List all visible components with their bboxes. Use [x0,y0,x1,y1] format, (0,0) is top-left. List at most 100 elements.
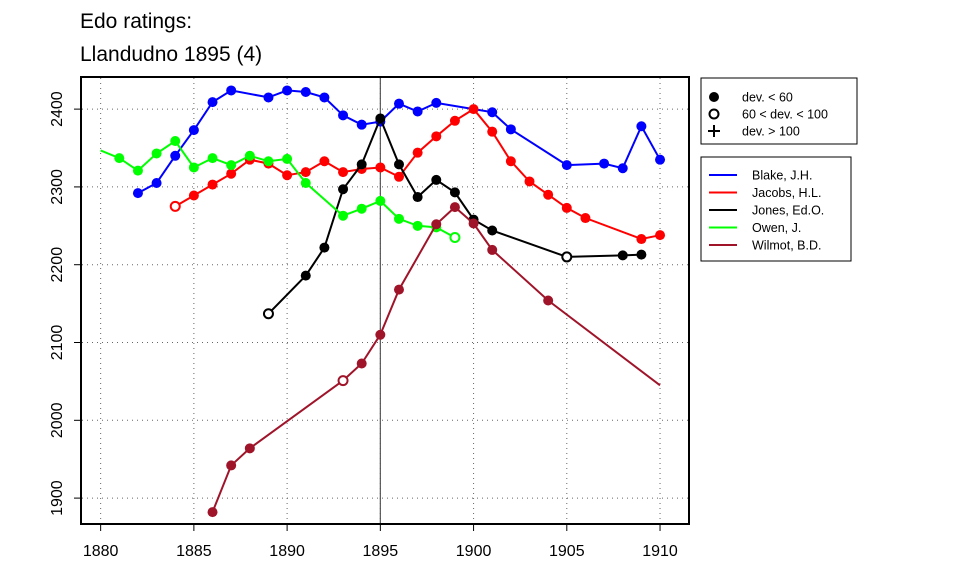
series-line [211,205,661,513]
data-point [114,153,125,164]
data-point [449,202,460,213]
chart-title-line-1: Edo ratings: [80,10,192,33]
data-point [226,168,237,179]
series-0 [132,85,666,199]
data-point [244,443,255,454]
data-point [487,107,498,118]
series-legend-label: Wilmot, B.D. [752,239,821,253]
data-point [207,507,218,518]
data-point [431,131,442,142]
x-tick-label: 1895 [363,543,399,560]
x-tick-label: 1880 [83,543,119,560]
data-point [449,115,460,126]
data-point-open [337,375,349,387]
series-4 [207,202,661,518]
data-point [468,218,479,229]
data-point [356,358,367,369]
data-point [412,220,423,231]
y-tick-label: 2200 [49,247,66,283]
data-point [655,154,666,165]
data-point [636,249,647,260]
data-point [319,156,330,167]
data-point [449,187,460,198]
data-point [505,124,516,135]
data-point [282,170,293,181]
data-point [505,156,516,167]
series-legend-label: Blake, J.H. [752,169,812,183]
data-point [468,104,479,115]
data-point [393,284,404,295]
data-point-open [262,308,274,320]
data-point [543,295,554,306]
data-point [282,153,293,164]
x-tick-label: 1885 [176,543,212,560]
data-point [338,110,349,121]
data-point-open [561,251,573,263]
data-point [151,178,162,189]
y-axis: 1900 2000 2100 2200 2300 2400 [49,91,81,516]
data-point [393,213,404,224]
data-point [226,160,237,171]
data-point [132,188,143,199]
data-point-open [169,200,181,212]
data-point [356,203,367,214]
data-point [300,270,311,281]
data-point [338,210,349,221]
series-legend-label: Jacobs, H.L. [752,186,821,200]
data-point [263,156,274,167]
data-point [282,85,293,96]
marker-legend-label: dev. < 60 [742,91,793,105]
x-tick-label: 1910 [642,543,678,560]
series-layer [100,85,666,518]
data-point [338,184,349,195]
data-point [431,219,442,230]
data-point [207,153,218,164]
marker-legend-label: 60 < dev. < 100 [742,108,828,122]
data-point [356,159,367,170]
series-legend-label: Owen, J. [752,221,801,235]
data-point [188,162,199,173]
series-line [137,89,661,194]
data-point [300,178,311,189]
data-point [226,85,237,96]
data-point [375,329,386,340]
x-tick-label: 1905 [549,543,585,560]
data-point [300,87,311,98]
data-point [543,189,554,200]
data-point [375,162,386,173]
data-point [188,125,199,136]
legend-plus-icon [708,125,720,137]
data-point [132,165,143,176]
marker-legend: dev. < 60 60 < dev. < 100 dev. > 100 [700,77,858,145]
data-point [599,158,610,169]
y-tick-label: 2300 [49,169,66,205]
data-point [617,163,628,174]
y-tick-label: 1900 [49,480,66,516]
data-point [226,460,237,471]
data-point [207,179,218,190]
data-point [319,242,330,253]
y-tick-label: 2100 [49,325,66,361]
data-point [393,98,404,109]
data-point [393,171,404,182]
data-point [393,159,404,170]
data-point [580,213,591,224]
data-point [356,119,367,130]
chart-title-line-2: Llandudno 1895 (4) [80,43,262,66]
data-point [300,167,311,178]
data-point [412,147,423,158]
data-point [655,230,666,241]
data-point [412,192,423,203]
data-point [487,126,498,137]
marker-legend-label: dev. > 100 [742,125,800,139]
series-3 [100,136,461,243]
data-point [375,195,386,206]
data-point [338,167,349,178]
data-point [263,92,274,103]
data-point-open [449,231,461,243]
data-point [412,106,423,117]
plot-frame [80,76,690,525]
data-point [170,150,181,161]
data-point [151,148,162,159]
